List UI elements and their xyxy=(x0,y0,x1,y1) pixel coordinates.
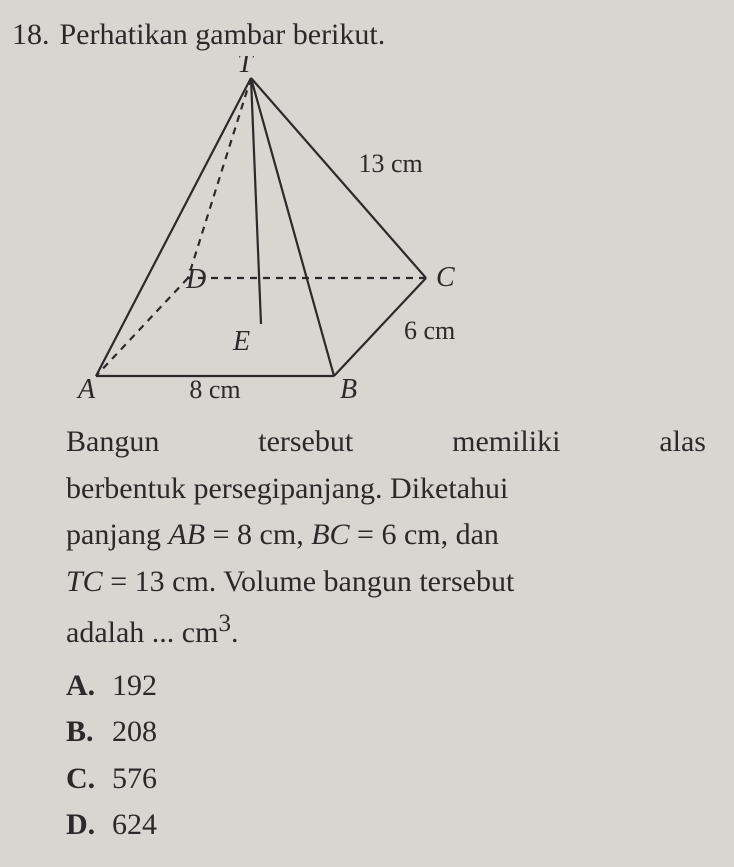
pyramid-figure: T A B C DE 8 cm 6 cm 13 cm xyxy=(66,56,706,411)
body-l3c: = 8 cm, xyxy=(205,518,311,551)
svg-text:8 cm: 8 cm xyxy=(189,375,240,404)
question-body: Bangun tersebut memiliki alas berbentuk … xyxy=(66,419,706,657)
option-a: A.192 xyxy=(66,663,706,710)
svg-text:6 cm: 6 cm xyxy=(404,316,455,345)
option-c-letter: C. xyxy=(66,756,112,803)
svg-text:13 cm: 13 cm xyxy=(359,149,423,178)
option-a-text: 192 xyxy=(112,669,157,702)
option-b-text: 208 xyxy=(112,715,157,748)
svg-text:E: E xyxy=(232,326,250,357)
question-line: 18. Perhatikan gambar berikut. xyxy=(12,18,706,52)
body-l1a: Bangun xyxy=(66,419,159,466)
body-l5end: . xyxy=(231,616,239,649)
question-number: 18. xyxy=(12,18,50,51)
body-l4b: = 13 cm. Volume bangun tersebut xyxy=(103,565,515,598)
svg-text:T: T xyxy=(237,56,255,79)
svg-text:A: A xyxy=(76,374,96,405)
body-l1b: tersebut xyxy=(258,419,353,466)
question-prompt: Perhatikan gambar berikut. xyxy=(60,18,386,51)
svg-text:B: B xyxy=(340,374,357,405)
body-line-3: panjang AB = 8 cm, BC = 6 cm, dan xyxy=(66,512,706,559)
body-line-5: adalah ... cm3. xyxy=(66,605,706,657)
pyramid-svg: T A B C DE 8 cm 6 cm 13 cm xyxy=(66,56,496,406)
body-line-1: Bangun tersebut memiliki alas xyxy=(66,419,706,466)
body-l5sup: 3 xyxy=(218,610,231,637)
body-l3e: = 6 cm, dan xyxy=(350,518,499,551)
body-l1c: memiliki xyxy=(452,419,560,466)
body-l3d: BC xyxy=(311,518,349,551)
body-l3a: panjang xyxy=(66,518,168,551)
body-l4a: TC xyxy=(66,565,103,598)
option-a-letter: A. xyxy=(66,663,112,710)
page: 18. Perhatikan gambar berikut. TABCDE8 c… xyxy=(0,0,734,867)
svg-text:C: C xyxy=(436,262,455,293)
option-b: B.208 xyxy=(66,709,706,756)
body-line-4: TC = 13 cm. Volume bangun tersebut xyxy=(66,559,706,606)
body-l1d: alas xyxy=(659,419,706,466)
body-l5: adalah ... cm xyxy=(66,616,218,649)
option-c-text: 576 xyxy=(112,762,157,795)
answer-options: A.192 B.208 C.576 D.624 xyxy=(66,663,706,849)
option-d-text: 624 xyxy=(112,808,157,841)
option-c: C.576 xyxy=(66,756,706,803)
option-b-letter: B. xyxy=(66,709,112,756)
svg-text:D: D xyxy=(185,264,206,295)
body-l3b: AB xyxy=(168,518,205,551)
body-line-2: berbentuk persegipanjang. Diketahui xyxy=(66,466,706,513)
